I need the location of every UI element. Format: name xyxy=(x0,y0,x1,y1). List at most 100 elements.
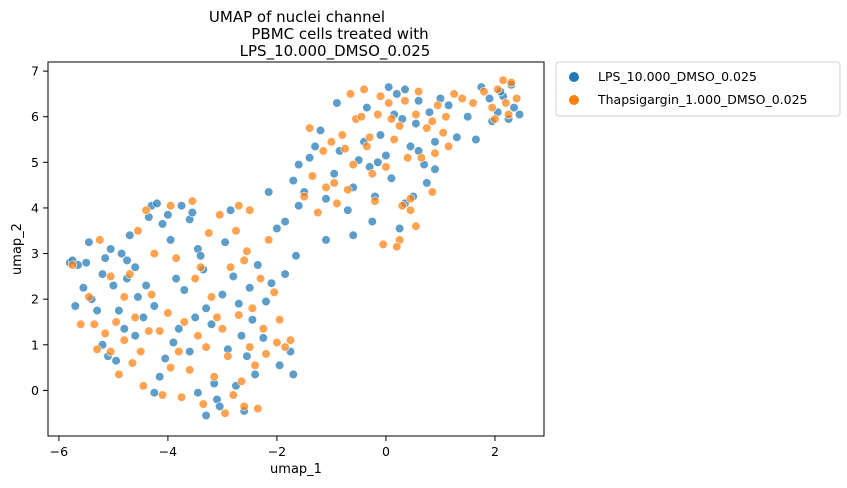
data-point-series-0-62 xyxy=(185,347,195,357)
data-point-series-1-106 xyxy=(479,86,489,97)
data-point-series-0-119 xyxy=(463,112,473,122)
data-point-series-1-81 xyxy=(373,109,383,120)
data-point-series-0-6 xyxy=(84,237,94,247)
data-point-series-1-9 xyxy=(119,335,129,345)
data-point-series-0-84 xyxy=(321,194,331,204)
data-point-series-1-89 xyxy=(411,109,421,120)
data-point-series-1-27 xyxy=(198,399,208,409)
data-point-series-0-79 xyxy=(294,160,304,170)
data-point-series-0-44 xyxy=(236,331,247,341)
data-point-series-0-82 xyxy=(310,141,320,151)
data-point-series-1-75 xyxy=(337,130,347,140)
data-point-series-1-35 xyxy=(223,351,233,361)
data-point-series-0-108 xyxy=(384,82,394,92)
data-point-series-0-43 xyxy=(234,299,244,309)
data-point-series-1-129 xyxy=(375,91,386,101)
legend-box xyxy=(555,61,841,117)
plot-area-frame xyxy=(47,61,545,437)
data-point-series-1-113 xyxy=(504,109,514,120)
data-point-series-1-43 xyxy=(245,342,255,352)
x-tick-label-2: −2 xyxy=(268,444,286,459)
data-point-series-1-74 xyxy=(332,198,342,208)
data-point-series-1-48 xyxy=(258,324,268,334)
data-point-series-1-47 xyxy=(256,274,266,284)
data-point-series-1-123 xyxy=(365,132,375,142)
data-point-series-0-2 xyxy=(70,301,80,311)
data-point-series-0-38 xyxy=(215,401,225,412)
data-point-series-1-83 xyxy=(384,98,394,108)
data-point-series-1-59 xyxy=(141,205,151,215)
data-point-series-1-70 xyxy=(307,171,318,181)
data-point-series-0-97 xyxy=(392,89,402,99)
data-point-series-1-34 xyxy=(220,408,230,418)
data-point-series-1-18 xyxy=(163,308,173,318)
data-point-series-1-40 xyxy=(236,376,247,386)
data-point-series-1-112 xyxy=(512,93,522,104)
data-point-series-1-1 xyxy=(76,319,86,329)
data-point-series-1-111 xyxy=(506,77,516,88)
data-point-series-0-109 xyxy=(400,84,410,94)
data-point-series-0-78 xyxy=(288,176,298,186)
data-point-series-1-61 xyxy=(119,292,129,302)
data-point-series-0-52 xyxy=(264,187,274,197)
data-point-series-0-114 xyxy=(294,201,304,211)
data-point-series-1-12 xyxy=(136,347,146,357)
data-point-series-1-88 xyxy=(405,205,416,215)
y-tick-label-7: 7 xyxy=(31,64,39,79)
data-point-series-1-49 xyxy=(261,349,271,359)
data-point-series-0-81 xyxy=(305,153,315,163)
data-point-series-1-72 xyxy=(318,146,328,156)
data-point-series-0-136 xyxy=(373,157,383,167)
data-point-series-1-62 xyxy=(106,271,116,282)
data-point-series-0-68 xyxy=(138,312,148,323)
data-point-series-0-25 xyxy=(166,235,176,245)
data-point-series-0-53 xyxy=(266,278,277,288)
data-point-series-0-73 xyxy=(141,280,151,291)
data-point-series-0-23 xyxy=(157,219,168,229)
data-point-series-0-48 xyxy=(250,369,260,380)
data-point-series-0-85 xyxy=(329,169,339,179)
data-point-series-0-34 xyxy=(201,303,211,313)
legend-label-thapsigargin: Thapsigargin_1.000_DMSO_0.025 xyxy=(597,92,808,107)
data-point-series-1-125 xyxy=(340,144,350,154)
data-point-series-0-24 xyxy=(163,210,173,220)
data-point-series-1-69 xyxy=(239,255,249,266)
x-tick-label-4: 2 xyxy=(491,444,499,459)
data-point-series-1-15 xyxy=(147,290,157,300)
data-point-series-0-120 xyxy=(471,134,481,145)
data-point-series-1-66 xyxy=(174,347,184,357)
data-point-series-1-116 xyxy=(370,196,380,206)
data-point-series-0-63 xyxy=(193,388,203,398)
y-tick-label-2: 2 xyxy=(31,292,39,307)
y-tick-label-6: 6 xyxy=(31,109,39,124)
data-point-series-1-33 xyxy=(217,324,227,334)
data-point-series-1-93 xyxy=(433,100,443,110)
x-axis-label: umap_1 xyxy=(270,462,322,477)
data-point-series-0-47 xyxy=(247,315,257,325)
data-point-series-0-8 xyxy=(92,306,102,316)
data-point-series-1-31 xyxy=(209,372,219,382)
data-point-series-1-102 xyxy=(386,114,397,124)
data-point-series-1-39 xyxy=(234,310,244,320)
data-point-series-1-98 xyxy=(348,160,358,170)
data-point-series-1-20 xyxy=(171,253,181,263)
data-point-series-0-110 xyxy=(395,223,405,234)
data-point-series-1-11 xyxy=(127,358,138,368)
data-point-series-1-80 xyxy=(367,169,377,179)
data-point-series-0-94 xyxy=(381,150,391,161)
data-point-series-0-87 xyxy=(343,205,353,215)
data-point-series-1-107 xyxy=(487,102,497,113)
data-point-series-1-38 xyxy=(231,226,241,236)
data-point-series-0-61 xyxy=(149,388,159,398)
data-point-series-0-46 xyxy=(245,283,255,293)
chart-title: UMAP of nuclei channel PBMC cells treate… xyxy=(209,8,430,61)
data-point-series-1-26 xyxy=(193,331,203,341)
data-point-series-1-42 xyxy=(242,246,252,256)
data-point-series-1-56 xyxy=(245,205,255,215)
data-point-series-1-5 xyxy=(100,328,110,339)
data-point-series-0-32 xyxy=(196,251,206,261)
title-line-2: PBMC cells treated with xyxy=(251,25,428,43)
data-point-series-1-97 xyxy=(405,194,416,204)
data-point-series-1-58 xyxy=(166,201,176,211)
data-point-series-0-126 xyxy=(509,102,519,113)
